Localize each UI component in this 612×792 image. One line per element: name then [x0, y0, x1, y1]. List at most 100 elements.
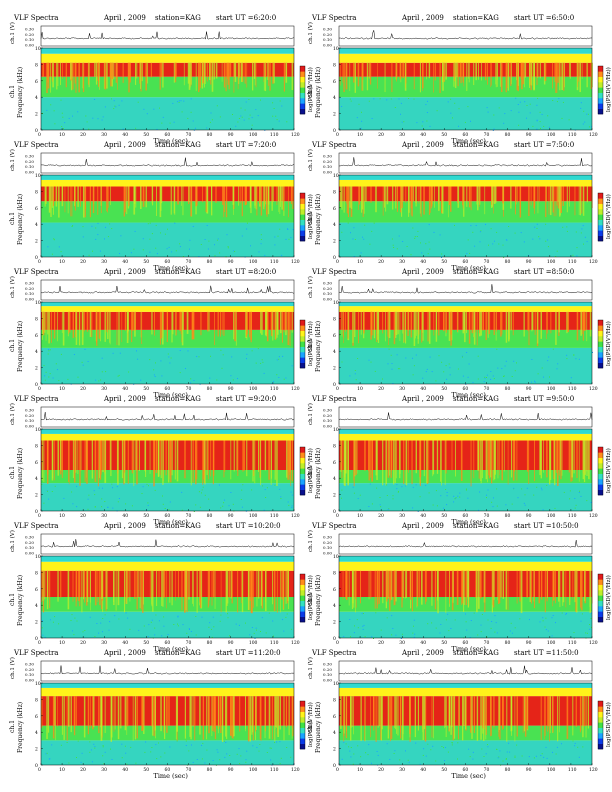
spectral-streak — [391, 62, 393, 93]
spectral-streak — [52, 696, 55, 739]
noise-speck — [52, 621, 54, 623]
noise-speck — [465, 383, 467, 385]
y-tick-label: 2 — [333, 366, 336, 372]
x-tick-label: 90 — [526, 259, 532, 265]
y-tick-label: 6 — [35, 206, 38, 212]
noise-speck — [235, 125, 237, 127]
noise-speck — [101, 506, 103, 508]
noise-speck — [405, 750, 406, 752]
x-tick-label: 90 — [228, 386, 234, 392]
noise-speck — [357, 745, 359, 747]
noise-speck — [120, 235, 122, 237]
spectral-streak — [223, 440, 225, 478]
colorbar-segment — [598, 484, 603, 490]
spectral-streak — [117, 696, 120, 740]
y-tick-label: 2 — [333, 239, 336, 245]
spectral-streak — [259, 696, 262, 740]
colorbar-segment — [598, 584, 603, 591]
spectral-streak — [274, 440, 276, 480]
noise-speck — [164, 233, 166, 235]
noise-speck — [574, 745, 576, 747]
spectral-streak — [506, 62, 508, 88]
noise-speck — [412, 357, 413, 359]
noise-speck — [361, 120, 363, 122]
spectral-streak — [178, 570, 179, 598]
noise-speck — [159, 107, 160, 109]
spectral-streak — [136, 440, 138, 485]
spectral-streak — [584, 570, 587, 604]
spectral-streak — [358, 186, 359, 210]
spectral-streak — [89, 186, 91, 218]
noise-speck — [245, 759, 247, 761]
x-tick-label: 100 — [547, 386, 556, 392]
spectral-streak — [252, 440, 254, 482]
noise-speck — [270, 747, 272, 749]
band-top — [339, 683, 592, 688]
spectral-streak — [73, 696, 76, 736]
noise-speck — [581, 228, 583, 230]
noise-speck — [48, 758, 50, 760]
spectral-streak — [482, 440, 483, 479]
spectral-streak — [209, 62, 211, 81]
noise-speck — [63, 497, 65, 499]
amplitude-tick-label: 0.10 — [323, 545, 332, 550]
spectral-streak — [162, 570, 164, 607]
noise-speck — [276, 741, 278, 743]
noise-speck — [156, 758, 158, 760]
spectral-streak — [439, 62, 441, 94]
noise-speck — [209, 377, 211, 379]
noise-speck — [94, 506, 96, 508]
spectral-streak — [107, 186, 108, 213]
spectral-streak — [463, 696, 465, 727]
noise-speck — [401, 633, 403, 635]
noise-speck — [251, 350, 253, 352]
noise-speck — [472, 758, 474, 760]
spectral-streak — [444, 62, 446, 82]
panel-title: VLF Spectra — [311, 522, 356, 530]
spectral-streak — [402, 311, 404, 334]
spectral-streak — [129, 570, 131, 602]
noise-speck — [524, 494, 526, 496]
spectral-streak — [164, 696, 166, 740]
noise-speck — [556, 250, 558, 252]
spectral-streak — [105, 570, 107, 599]
noise-speck — [262, 485, 264, 487]
spectral-streak — [516, 696, 518, 737]
noise-speck — [354, 239, 356, 240]
spectral-streak — [537, 62, 539, 79]
colorbar-segment — [598, 346, 603, 353]
spectral-streak — [100, 311, 101, 342]
noise-speck — [42, 620, 44, 622]
noise-speck — [478, 509, 479, 511]
spectral-streak — [78, 570, 80, 602]
spectral-streak — [395, 186, 397, 209]
spectral-streak — [279, 186, 281, 207]
spectral-streak — [254, 186, 256, 209]
noise-speck — [505, 504, 507, 506]
colorbar-segment — [598, 76, 603, 83]
noise-speck — [144, 751, 146, 753]
y-axis-prefix: ch.1 — [9, 720, 16, 733]
noise-speck — [153, 108, 155, 110]
y-tick-label: 4 — [35, 476, 38, 482]
amplitude-trace — [41, 157, 295, 167]
spectral-streak — [495, 186, 497, 203]
spectral-streak — [424, 696, 427, 742]
y-axis-prefix: ch.1 — [9, 466, 16, 479]
spectral-streak — [483, 696, 485, 742]
noise-speck — [234, 251, 236, 252]
spectral-streak — [184, 440, 186, 479]
colorbar-segment — [300, 103, 305, 109]
noise-speck — [221, 367, 223, 369]
spectral-streak — [418, 570, 420, 598]
spectral-streak — [507, 570, 509, 610]
spectral-streak — [553, 186, 555, 217]
x-tick-label: 30 — [101, 386, 107, 392]
noise-speck — [496, 505, 498, 507]
amplitude-axis-label: ch.1 (V) — [307, 22, 314, 44]
noise-speck — [156, 128, 158, 130]
noise-speck — [177, 625, 179, 627]
spectral-streak — [288, 440, 290, 473]
noise-speck — [446, 495, 448, 497]
spectral-streak — [83, 186, 85, 218]
